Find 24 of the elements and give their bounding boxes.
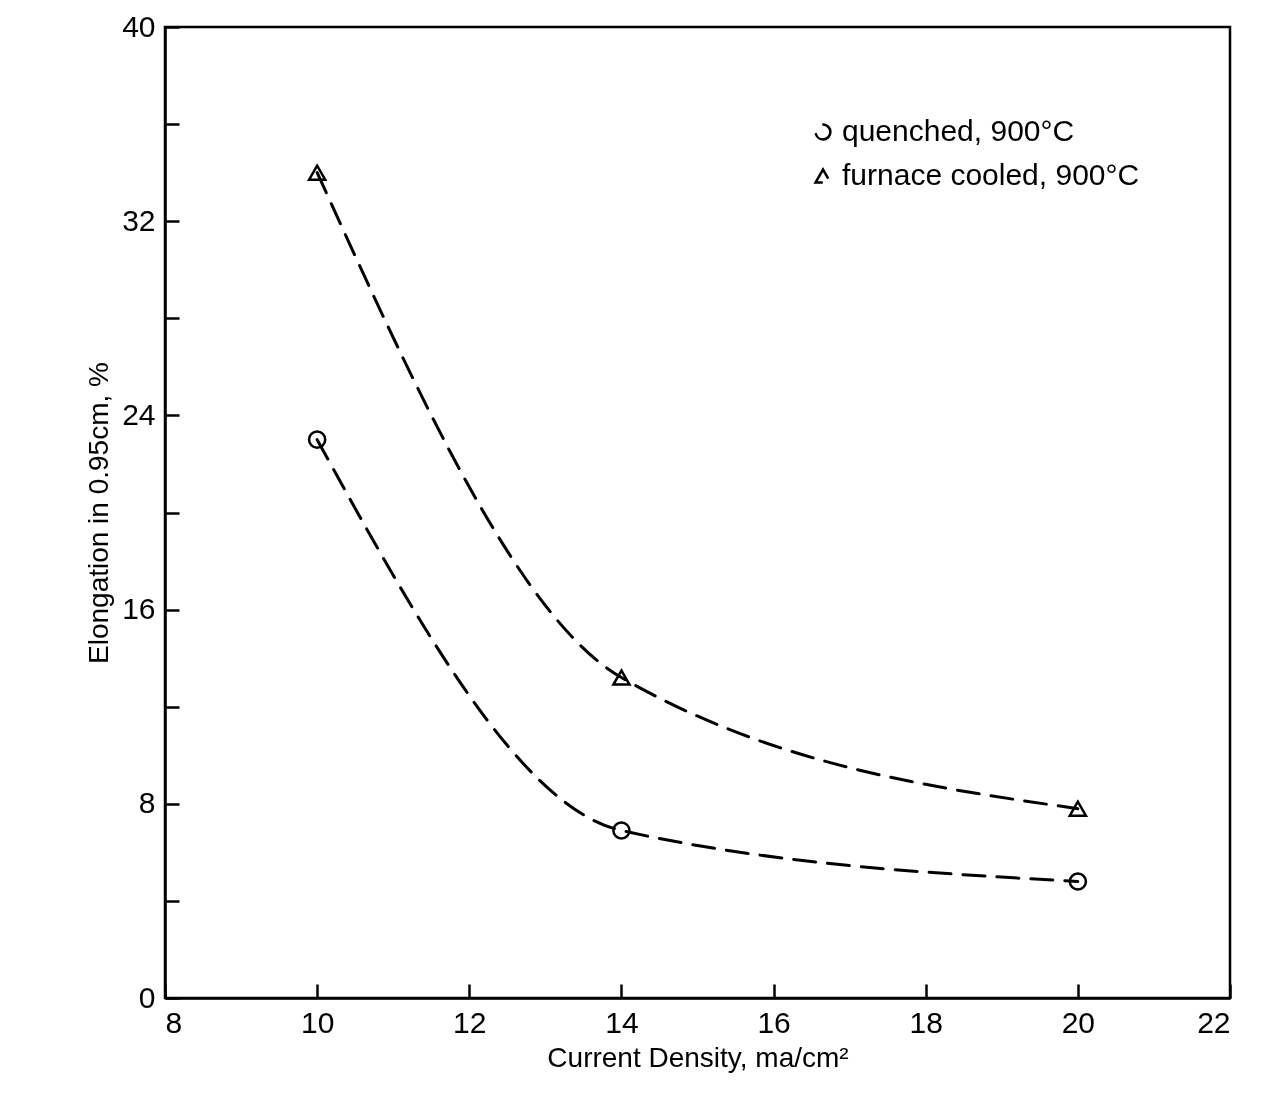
point — [307, 430, 327, 449]
y-tick-label: 8 — [138, 786, 156, 820]
x-tick-label: 22 — [1197, 1005, 1231, 1039]
y-tick-label: 32 — [122, 203, 156, 237]
point — [1068, 800, 1088, 817]
point — [612, 669, 631, 686]
legend-label: furnace cooled, 900°C — [842, 158, 1140, 191]
x-axis-title: Current Density, ma/cm² — [547, 1041, 849, 1073]
y-axis-title: Elongation in 0.95cm, % — [83, 362, 115, 664]
y-tick-label: 40 — [122, 9, 156, 43]
point — [1068, 872, 1088, 891]
x-tick-label: 18 — [909, 1005, 943, 1039]
x-tick-label: 16 — [757, 1005, 791, 1039]
x-tick-label: 12 — [453, 1005, 487, 1039]
x-tick-label: 8 — [165, 1005, 183, 1039]
y-tick-label: 24 — [122, 397, 156, 431]
x-tick-label: 20 — [1061, 1005, 1096, 1039]
y-tick-label: 16 — [122, 592, 156, 626]
point — [307, 164, 327, 181]
legend-label: quenched, 900°C — [842, 114, 1075, 147]
x-tick-label: 10 — [300, 1005, 335, 1039]
x-tick-label: 14 — [605, 1005, 639, 1039]
y-tick-label: 0 — [138, 980, 156, 1014]
point — [612, 821, 631, 840]
